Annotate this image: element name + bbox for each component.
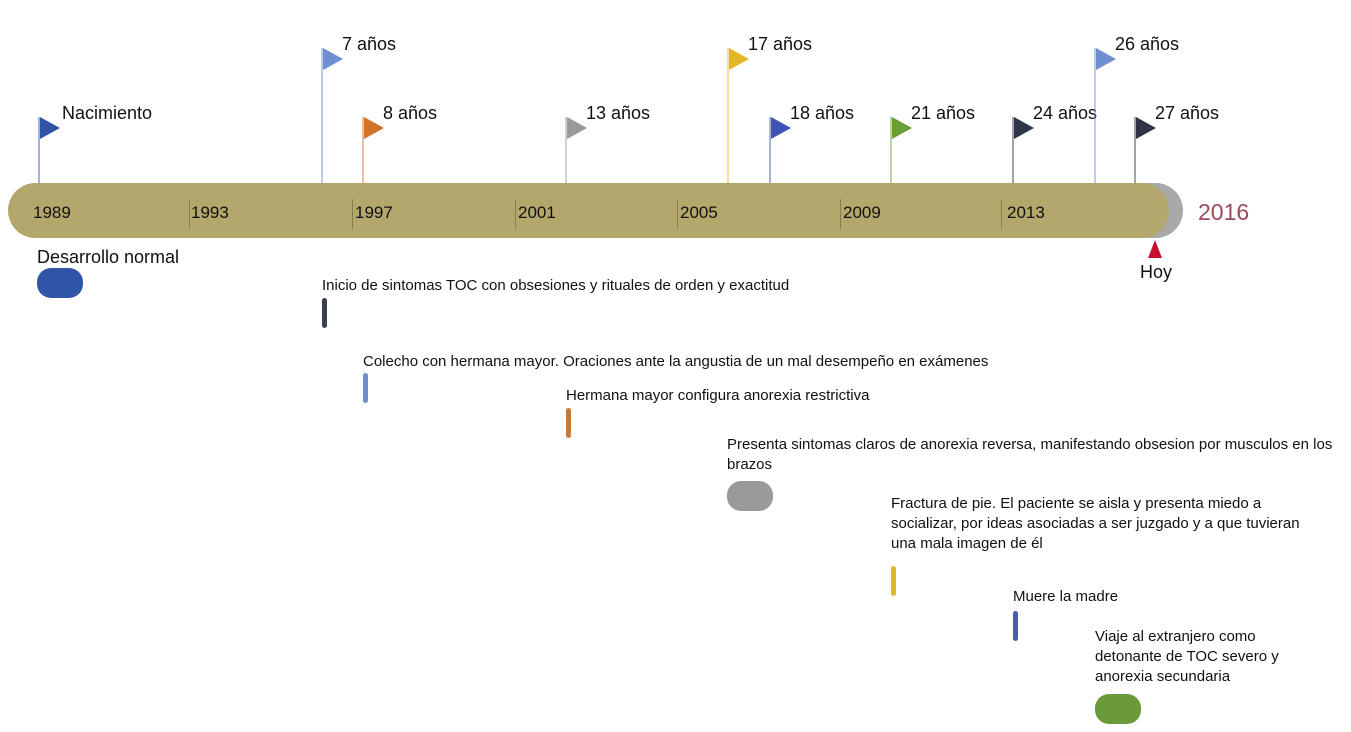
event-marker [891,566,896,596]
year-label: 1989 [33,203,71,222]
year-tick [1001,199,1002,229]
flag-icon [567,117,587,139]
flag-icon [40,117,60,139]
event-description: Muere la madre [1013,588,1119,605]
flag-label: 17 años [748,34,813,54]
flag-pole [890,117,892,183]
event-description: Presenta sintomas claros de anorexia rev… [727,436,1333,473]
event-marker [1013,611,1018,641]
flag-label: 8 años [383,103,438,123]
flag-pole [769,117,771,183]
event-description: Desarrollo normal [37,247,180,267]
event-description: Colecho con hermana mayor. Oraciones ant… [363,353,989,370]
year-tick [515,199,516,229]
flag-pole [727,48,729,183]
flag-label: 18 años [790,103,855,123]
flag-pole [38,117,40,183]
year-label: 2001 [518,203,556,222]
event-marker [37,268,83,298]
event-description: Hermana mayor configura anorexia restric… [566,387,870,404]
flag-pole [1134,117,1136,183]
flag-icon [323,48,343,70]
flag-icon [1136,117,1156,139]
year-label: 1993 [191,203,229,222]
flag-icon [729,48,749,70]
timeline-bar: 1989 1993 1997 2001 2005 2009 2013 [8,183,1183,238]
flag-icon [892,117,912,139]
event-description: Fractura de pie. El paciente se aisla y … [891,495,1300,552]
flag-pole [1094,48,1096,183]
today-marker-icon [1148,240,1162,258]
year-label: 2005 [680,203,718,222]
flag-label: 7 años [342,34,397,54]
flag-label: Nacimiento [62,103,153,123]
flag-icon [1096,48,1116,70]
event-description: Viaje al extranjero como detonante de TO… [1095,628,1279,685]
flag-pole [565,117,567,183]
year-tick [189,199,190,229]
flag-icon [1014,117,1034,139]
flag-pole [321,48,323,183]
year-label: 2013 [1007,203,1045,222]
flag-icon [771,117,791,139]
year-tick [840,199,841,229]
today-label: Hoy [1140,262,1173,282]
event-marker [322,298,327,328]
end-year-label: 2016 [1198,199,1250,225]
year-tick [677,199,678,229]
flag-icon [364,117,384,139]
year-tick [352,199,353,229]
event-marker [1095,694,1141,724]
year-label: 2009 [843,203,881,222]
flag-label: 24 años [1033,103,1098,123]
event-marker [363,373,368,403]
year-label: 1997 [355,203,393,222]
event-marker [727,481,773,511]
flag-label: 13 años [586,103,651,123]
flag-pole [1012,117,1014,183]
flag-pole [362,117,364,183]
flag-label: 26 años [1115,34,1180,54]
flag-label: 21 años [911,103,976,123]
event-description: Inicio de sintomas TOC con obsesiones y … [322,277,790,294]
flag-label: 27 años [1155,103,1220,123]
event-marker [566,408,571,438]
